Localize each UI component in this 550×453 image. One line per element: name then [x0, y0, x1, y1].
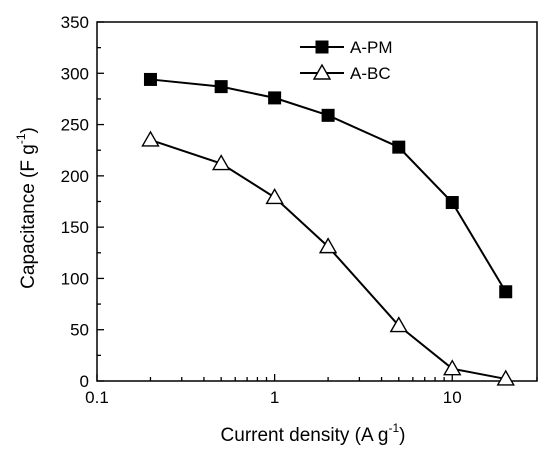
- data-point: [496, 369, 515, 386]
- data-point: [141, 130, 160, 147]
- y-tick-label: 100: [61, 269, 89, 288]
- legend: A-PM A-BC: [300, 38, 393, 83]
- legend-label: A-PM: [350, 38, 393, 57]
- data-point: [214, 80, 228, 94]
- y-axis-title-end: ): [18, 127, 39, 133]
- data-point: [389, 316, 408, 333]
- data-point: [143, 72, 157, 86]
- y-tick-label: 300: [61, 64, 89, 83]
- y-axis-title-superscript: -1: [14, 133, 28, 144]
- legend-label: A-BC: [350, 64, 391, 83]
- series-line: [150, 139, 506, 380]
- data-point: [318, 237, 338, 254]
- legend-marker: [312, 63, 332, 80]
- x-tick-label: 0.1: [85, 388, 109, 407]
- x-axis-title-main: Current density (A g: [221, 425, 389, 446]
- data-point: [211, 154, 231, 171]
- legend-marker: [315, 40, 329, 54]
- x-tick-label: 1: [270, 388, 279, 407]
- data-point: [265, 187, 284, 205]
- y-tick-label: 200: [61, 167, 89, 186]
- x-axis-title-superscript: -1: [388, 421, 399, 435]
- data-point: [443, 359, 462, 376]
- data-point: [392, 140, 406, 154]
- series-a-pm: [143, 72, 513, 299]
- x-axis-ticks: 0.1 1 10: [85, 374, 538, 407]
- data-point: [499, 285, 513, 299]
- legend-item: A-PM: [300, 38, 393, 57]
- y-axis-title-main: Capacitance (F g: [18, 144, 39, 289]
- series-a-bc: [141, 130, 515, 386]
- y-tick-label: 0: [80, 372, 89, 391]
- legend-item: A-BC: [300, 63, 391, 83]
- x-axis-title-end: ): [399, 425, 405, 446]
- x-axis-title: Current density (A g-1): [221, 421, 406, 446]
- y-axis-title: Capacitance (F g-1): [14, 127, 39, 289]
- x-tick-label: 10: [443, 388, 462, 407]
- data-point: [268, 91, 282, 105]
- series-layer: [141, 72, 515, 386]
- data-point: [445, 196, 459, 210]
- y-tick-label: 150: [61, 218, 89, 237]
- data-point: [321, 108, 335, 122]
- y-tick-label: 250: [61, 116, 89, 135]
- y-axis-ticks: 0 50 100 150 200 250 300 350: [61, 13, 104, 391]
- y-tick-label: 350: [61, 13, 89, 32]
- y-tick-label: 50: [70, 321, 89, 340]
